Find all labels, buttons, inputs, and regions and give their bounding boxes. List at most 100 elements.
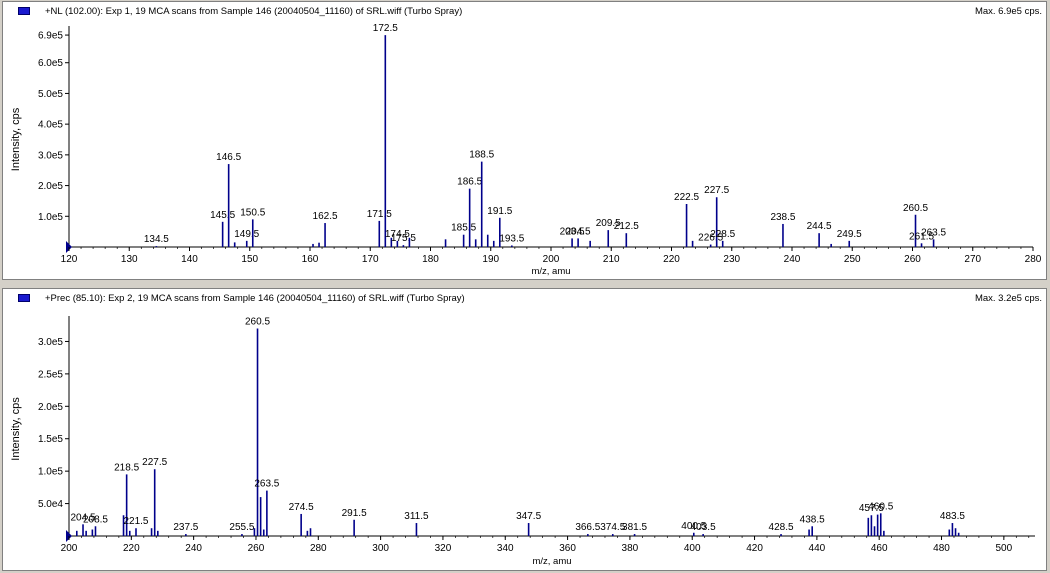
peak-label: 237.5: [173, 522, 198, 533]
peak-label: 204.5: [71, 512, 96, 523]
peak-label: 226.5: [698, 233, 723, 244]
spectrum-panel-prec: +Prec (85.10): Exp 2, 19 MCA scans from …: [2, 288, 1047, 571]
peak-label: 438.5: [800, 514, 825, 525]
x-tick-label: 130: [121, 254, 138, 265]
x-tick-label: 180: [422, 254, 439, 265]
y-tick-label: 1.5e5: [38, 434, 63, 445]
y-axis-label: Intensity, cps: [10, 107, 22, 171]
x-tick-label: 360: [559, 543, 576, 554]
x-tick-label: 320: [435, 543, 452, 554]
y-tick-label: 2.5e5: [38, 369, 63, 380]
peak-label: 209.5: [596, 218, 621, 229]
peak-label: 457.5: [859, 503, 884, 514]
panel-title-bar: +Prec (85.10): Exp 2, 19 MCA scans from …: [3, 289, 1046, 309]
x-axis-label: m/z, amu: [531, 266, 570, 277]
y-tick-label: 6.9e5: [38, 31, 63, 42]
x-tick-label: 230: [723, 254, 740, 265]
peak-label: 146.5: [216, 152, 241, 163]
peak-label: 255.5: [229, 522, 254, 533]
peak-label: 260.5: [245, 316, 270, 327]
y-tick-label: 1.0e5: [38, 467, 63, 478]
peak-label: 381.5: [622, 522, 647, 533]
peak-label: 400.5: [681, 521, 706, 532]
peak-label: 186.5: [457, 177, 482, 188]
x-tick-label: 500: [995, 543, 1012, 554]
peak-label: 227.5: [704, 185, 729, 196]
x-tick-label: 220: [123, 543, 140, 554]
series-color-marker: [18, 294, 30, 302]
peak-label: 244.5: [807, 221, 832, 232]
panel-title: +NL (102.00): Exp 1, 19 MCA scans from S…: [45, 6, 463, 17]
x-tick-label: 190: [482, 254, 499, 265]
x-tick-label: 440: [809, 543, 826, 554]
peak-label: 171.5: [367, 209, 392, 220]
peak-label: 311.5: [404, 511, 429, 522]
x-tick-label: 220: [663, 254, 680, 265]
x-tick-label: 140: [181, 254, 198, 265]
y-tick-label: 6.0e5: [38, 58, 63, 69]
x-tick-label: 260: [904, 254, 921, 265]
peak-label: 249.5: [837, 229, 862, 240]
y-tick-label: 4.0e5: [38, 120, 63, 131]
y-tick-label: 5.0e5: [38, 89, 63, 100]
spectrum-plot-prec[interactable]: 200 220 240 260 280 300 320 340 360 380 400 420 440 4…: [3, 289, 1046, 570]
spectrum-panel-nl: +NL (102.00): Exp 1, 19 MCA scans from S…: [2, 1, 1047, 280]
max-intensity-label: Max. 6.9e5 cps.: [974, 6, 1042, 17]
peak-label: 227.5: [142, 457, 167, 468]
x-tick-label: 170: [362, 254, 379, 265]
peak-label: 208.5: [83, 514, 108, 525]
peak-label: 263.5: [921, 227, 946, 238]
x-tick-label: 480: [933, 543, 950, 554]
peak-label: 483.5: [940, 511, 965, 522]
peak-label: 175.5: [391, 233, 416, 244]
peak-label: 204.5: [566, 226, 591, 237]
peak-label: 134.5: [144, 234, 169, 245]
peak-label: 260.5: [903, 203, 928, 214]
y-axis-label: Intensity, cps: [10, 397, 22, 461]
x-tick-label: 200: [61, 543, 78, 554]
peak-label: 174.5: [385, 229, 410, 240]
peak-label: 218.5: [114, 462, 139, 473]
x-tick-label: 210: [603, 254, 620, 265]
peak-label: 228.5: [710, 229, 735, 240]
x-tick-label: 270: [964, 254, 981, 265]
peak-label: 188.5: [469, 150, 494, 161]
peak-label: 172.5: [373, 23, 398, 34]
x-tick-label: 250: [844, 254, 861, 265]
x-tick-label: 460: [871, 543, 888, 554]
peak-label: 366.5: [575, 522, 600, 533]
peak-label: 221.5: [123, 516, 148, 527]
panel-title: +Prec (85.10): Exp 2, 19 MCA scans from …: [45, 293, 465, 304]
peak-label: 149.5: [234, 229, 259, 240]
y-tick-label: 3.0e5: [38, 150, 63, 161]
x-tick-label: 150: [241, 254, 258, 265]
y-tick-label: 2.0e5: [38, 181, 63, 192]
peak-label: 347.5: [516, 511, 541, 522]
peak-label: 212.5: [614, 221, 639, 232]
y-tick-label: 2.0e5: [38, 402, 63, 413]
peak-label: 222.5: [674, 192, 699, 203]
x-tick-label: 280: [310, 543, 327, 554]
peak-label: 291.5: [342, 508, 367, 519]
x-axis-label: m/z, amu: [532, 556, 571, 567]
spectrum-plot-nl[interactable]: 120 130 140 150 160 170 180 190 200 210 220 230 240 2…: [3, 2, 1046, 279]
x-tick-label: 280: [1025, 254, 1042, 265]
peak-label: 185.5: [451, 223, 476, 234]
y-tick-label: 3.0e5: [38, 337, 63, 348]
peak-label: 203.5: [560, 226, 585, 237]
peak-label: 238.5: [770, 212, 795, 223]
x-tick-label: 240: [784, 254, 801, 265]
x-tick-label: 240: [185, 543, 202, 554]
peak-label: 460.5: [868, 501, 893, 512]
peak-label: 191.5: [487, 206, 512, 217]
x-tick-label: 300: [372, 543, 389, 554]
peak-label: 261.5: [909, 231, 934, 242]
peak-label: 150.5: [240, 207, 265, 218]
x-tick-label: 260: [248, 543, 265, 554]
peak-label: 263.5: [254, 479, 279, 490]
peak-label: 193.5: [499, 233, 524, 244]
peak-label: 428.5: [769, 522, 794, 533]
series-color-marker: [18, 7, 30, 15]
x-tick-label: 200: [543, 254, 560, 265]
y-tick-label: 1.0e5: [38, 212, 63, 223]
